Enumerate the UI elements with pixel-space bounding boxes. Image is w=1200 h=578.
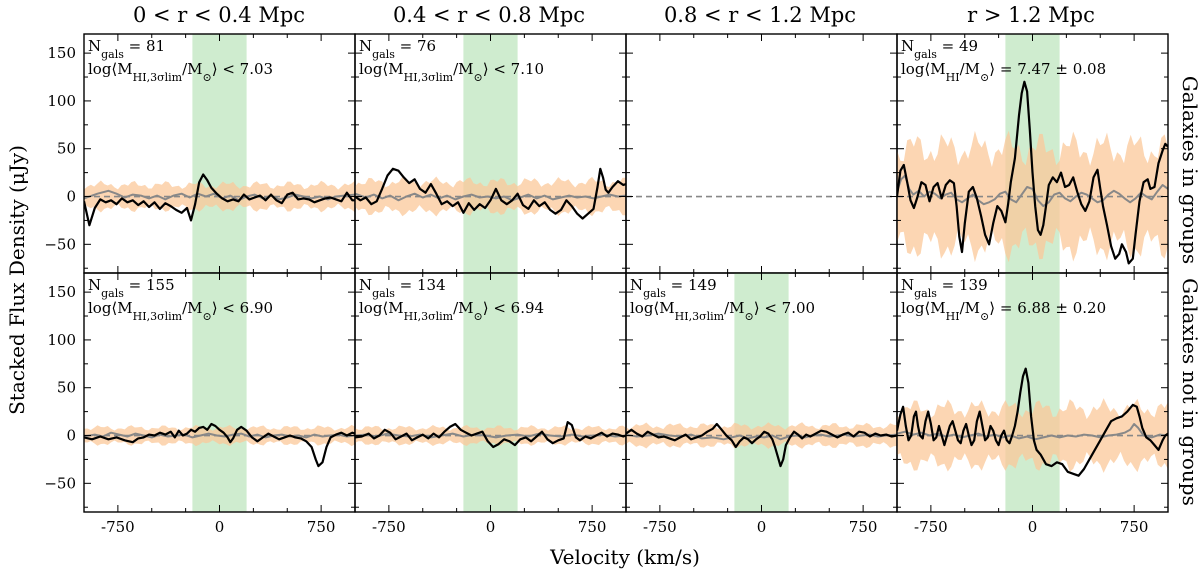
hi-mass-annotation: log⟨MHI,3σlim/M⊙⟩ < 6.90 (88, 299, 273, 323)
x-tick-label: 750 (307, 518, 336, 536)
panel-r2-c3-plot-area (626, 273, 897, 512)
x-tick-label: 0 (757, 518, 767, 536)
control-stack-line (897, 423, 1168, 441)
hi-mass-annotation: log⟨MHI,3σlim/M⊙⟩ < 6.94 (359, 299, 544, 323)
signal-window (463, 34, 518, 273)
panel-r2-c4-plot-area (897, 273, 1168, 512)
ngals-annotation: Ngals = 76 (359, 37, 436, 61)
hi-mass-annotation: log⟨MHI,3σlim/M⊙⟩ < 7.03 (88, 60, 273, 84)
ngals-annotation: Ngals = 134 (359, 276, 446, 300)
signal-window (192, 34, 247, 273)
stacked-spectrum-line (897, 367, 1168, 477)
column-title-3: 0.8 < r < 1.2 Mpc (664, 3, 856, 27)
signal-window (463, 273, 518, 512)
stacked-spectrum-line (84, 422, 355, 468)
y-tick-label: 0 (66, 188, 76, 206)
hi-mass-annotation: log⟨MHI,3σlim/M⊙⟩ < 7.00 (630, 299, 815, 323)
y-axis-label: Stacked Flux Density (μJy) (5, 145, 29, 415)
panel-r2-c2-plot-area (355, 273, 626, 512)
y-tick-label: 100 (47, 92, 76, 110)
signal-window (1005, 273, 1060, 512)
ngals-annotation: Ngals = 155 (88, 276, 175, 300)
panel-r1-c4-plot-area (897, 34, 1168, 273)
signal-window (734, 273, 789, 512)
x-tick-label: -750 (643, 518, 677, 536)
stacked-spectrum-line (626, 422, 897, 468)
panel-r2-c1-plot-area (84, 273, 355, 512)
ngals-annotation: Ngals = 49 (901, 37, 978, 61)
stacked-spectrum-line (355, 167, 626, 220)
x-tick-label: 0 (486, 518, 496, 536)
x-tick-label: 0 (1028, 518, 1038, 536)
panel-r1-c3 (625, 33, 898, 274)
y-tick-label: 50 (57, 379, 76, 397)
panel-r2-c1: −50 0 50 100 150 -750 0 750 Ngals = 155log⟨MHI,3… (44, 272, 356, 536)
x-tick-label: 750 (849, 518, 878, 536)
hi-mass-annotation: log⟨MHI/M⊙⟩ = 6.88 ± 0.20 (901, 299, 1106, 323)
x-tick-label: 0 (215, 518, 225, 536)
panel-r1-c2-plot-area (355, 34, 626, 273)
y-tick-label: 0 (66, 427, 76, 445)
ngals-annotation: Ngals = 81 (88, 37, 165, 61)
stacked-spectrum-line (84, 173, 355, 227)
y-tick-label: 150 (47, 44, 76, 62)
y-tick-label: −50 (44, 235, 76, 253)
x-tick-label: -750 (372, 518, 406, 536)
y-tick-label: 50 (57, 140, 76, 158)
panel-frame (625, 33, 898, 274)
x-tick-label: 750 (1120, 518, 1149, 536)
x-axis-label: Velocity (km/s) (549, 545, 700, 569)
signal-window (192, 273, 247, 512)
row-title-2: Galaxies not in groups (1178, 278, 1200, 506)
stacked-spectrum-line (355, 421, 626, 449)
x-tick-label: -750 (914, 518, 948, 536)
x-tick-label: -750 (101, 518, 135, 536)
control-stack-line (84, 431, 355, 439)
y-tick-label: 100 (47, 331, 76, 349)
y-tick-label: −50 (44, 474, 76, 492)
y-tick-label: 150 (47, 283, 76, 301)
hi-mass-annotation: log⟨MHI,3σlim/M⊙⟩ < 7.10 (359, 60, 544, 84)
panel-r1-c1: −50 0 50 100 150 Ngals = 81log⟨MHI,3σlim/M⊙⟩ … (44, 33, 356, 274)
panel-r1-c1-plot-area (84, 34, 355, 273)
column-title-2: 0.4 < r < 0.8 Mpc (393, 3, 585, 27)
column-title-1: 0 < r < 0.4 Mpc (133, 3, 305, 27)
x-tick-label: 750 (578, 518, 607, 536)
control-stack-line (897, 174, 1168, 208)
ngals-annotation: Ngals = 139 (901, 276, 988, 300)
column-title-4: r > 1.2 Mpc (967, 3, 1095, 27)
control-stack-line (355, 432, 626, 439)
ngals-annotation: Ngals = 149 (630, 276, 717, 300)
hi-mass-annotation: log⟨MHI/M⊙⟩ = 7.47 ± 0.08 (901, 60, 1106, 84)
row-title-1: Galaxies in groups (1178, 76, 1200, 264)
stacked-spectrum-line (897, 80, 1168, 265)
